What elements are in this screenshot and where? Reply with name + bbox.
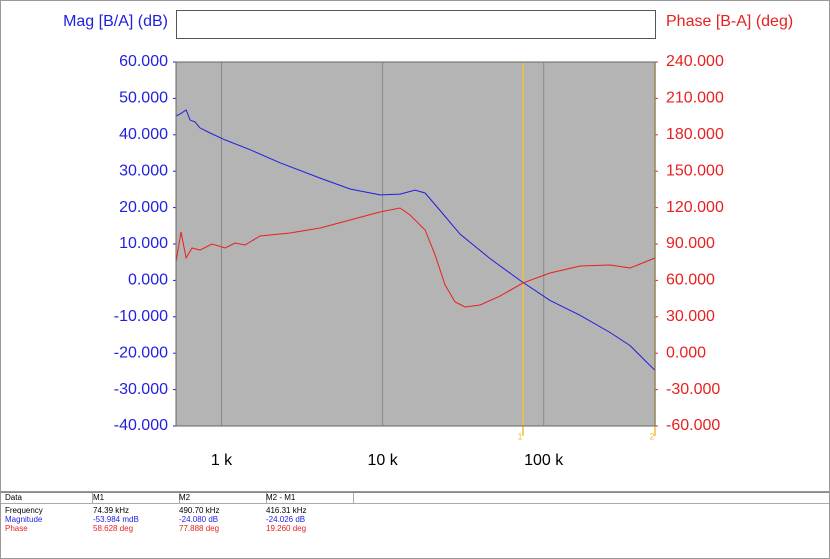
y-tick-label: -20.000 — [114, 344, 168, 361]
table-cell: 77.888 deg — [179, 524, 220, 533]
plot-area — [176, 62, 655, 426]
table-row: Frequency 74.39 kHz 490.70 kHz 416.31 kHz — [1, 506, 829, 515]
data-table: Data M1 M2 M2 - M1 Frequency 74.39 kHz 490.70 … — [0, 492, 830, 559]
table-cell: 416.31 kHz — [266, 506, 307, 515]
y-tick-label: -10.000 — [114, 308, 168, 325]
y-tick-label: -30.000 — [114, 381, 168, 398]
series-line — [175, 207, 656, 308]
y-tick-label: 30.000 — [119, 162, 168, 179]
y2-tick-label: 60.000 — [666, 272, 715, 289]
marker-label: 1 — [517, 431, 522, 441]
marker-label: 2 — [649, 431, 654, 441]
header-cell: M1 — [93, 493, 180, 503]
y-axis-title: Mag [B/A] (dB) — [63, 13, 168, 30]
table-cell: 74.39 kHz — [93, 506, 130, 515]
header-cell: Data — [5, 493, 93, 503]
y2-tick-label: -30.000 — [666, 381, 720, 398]
chart: Mag [B/A] (dB) Phase [B-A] (deg) 1 k 10 k… — [0, 0, 830, 492]
x-tick-label: 1 k — [211, 452, 233, 469]
y2-tick-label: 0.000 — [666, 344, 706, 361]
header-cell: M2 - M1 — [266, 493, 354, 503]
y2-tick-label: 90.000 — [666, 235, 715, 252]
x-tick-label: 100 k — [524, 452, 564, 469]
y-tick-label: 0.000 — [128, 272, 168, 289]
header-cell: M2 — [179, 493, 267, 503]
y2-tick-label: 210.000 — [666, 90, 724, 107]
table-cell: -53.984 mdB — [93, 515, 139, 524]
y-tick-label: 60.000 — [119, 53, 168, 70]
table-cell: Phase — [5, 524, 28, 533]
table-cell: Frequency — [5, 506, 43, 515]
series-line — [175, 109, 656, 371]
y-tick-label: -40.000 — [114, 417, 168, 434]
x-tick-label: 10 k — [367, 452, 398, 469]
y-tick-label: 10.000 — [119, 235, 168, 252]
table-cell: 58.628 deg — [93, 524, 134, 533]
table-cell: 490.70 kHz — [179, 506, 220, 515]
y2-tick-label: 30.000 — [666, 308, 715, 325]
info-bar — [176, 10, 656, 39]
y2-axis-title: Phase [B-A] (deg) — [666, 13, 793, 30]
y-tick-label: 50.000 — [119, 90, 168, 107]
table-header: Data M1 M2 M2 - M1 — [1, 493, 829, 504]
y2-tick-label: -60.000 — [666, 417, 720, 434]
table-row: Magnitude -53.984 mdB -24.080 dB -24.026 dB — [1, 515, 829, 524]
table-cell: 19.260 deg — [266, 524, 307, 533]
y-tick-label: 40.000 — [119, 126, 168, 143]
plot-border — [175, 61, 656, 427]
y2-tick-label: 150.000 — [666, 162, 724, 179]
y-tick-label: 20.000 — [119, 199, 168, 216]
table-cell: Magnitude — [5, 515, 43, 524]
table-cell: -24.026 dB — [266, 515, 306, 524]
table-cell: -24.080 dB — [179, 515, 219, 524]
y2-tick-label: 240.000 — [666, 53, 724, 70]
y2-tick-label: 180.000 — [666, 126, 724, 143]
y2-tick-label: 120.000 — [666, 199, 724, 216]
table-row: Phase 58.628 deg 77.888 deg 19.260 deg — [1, 524, 829, 533]
